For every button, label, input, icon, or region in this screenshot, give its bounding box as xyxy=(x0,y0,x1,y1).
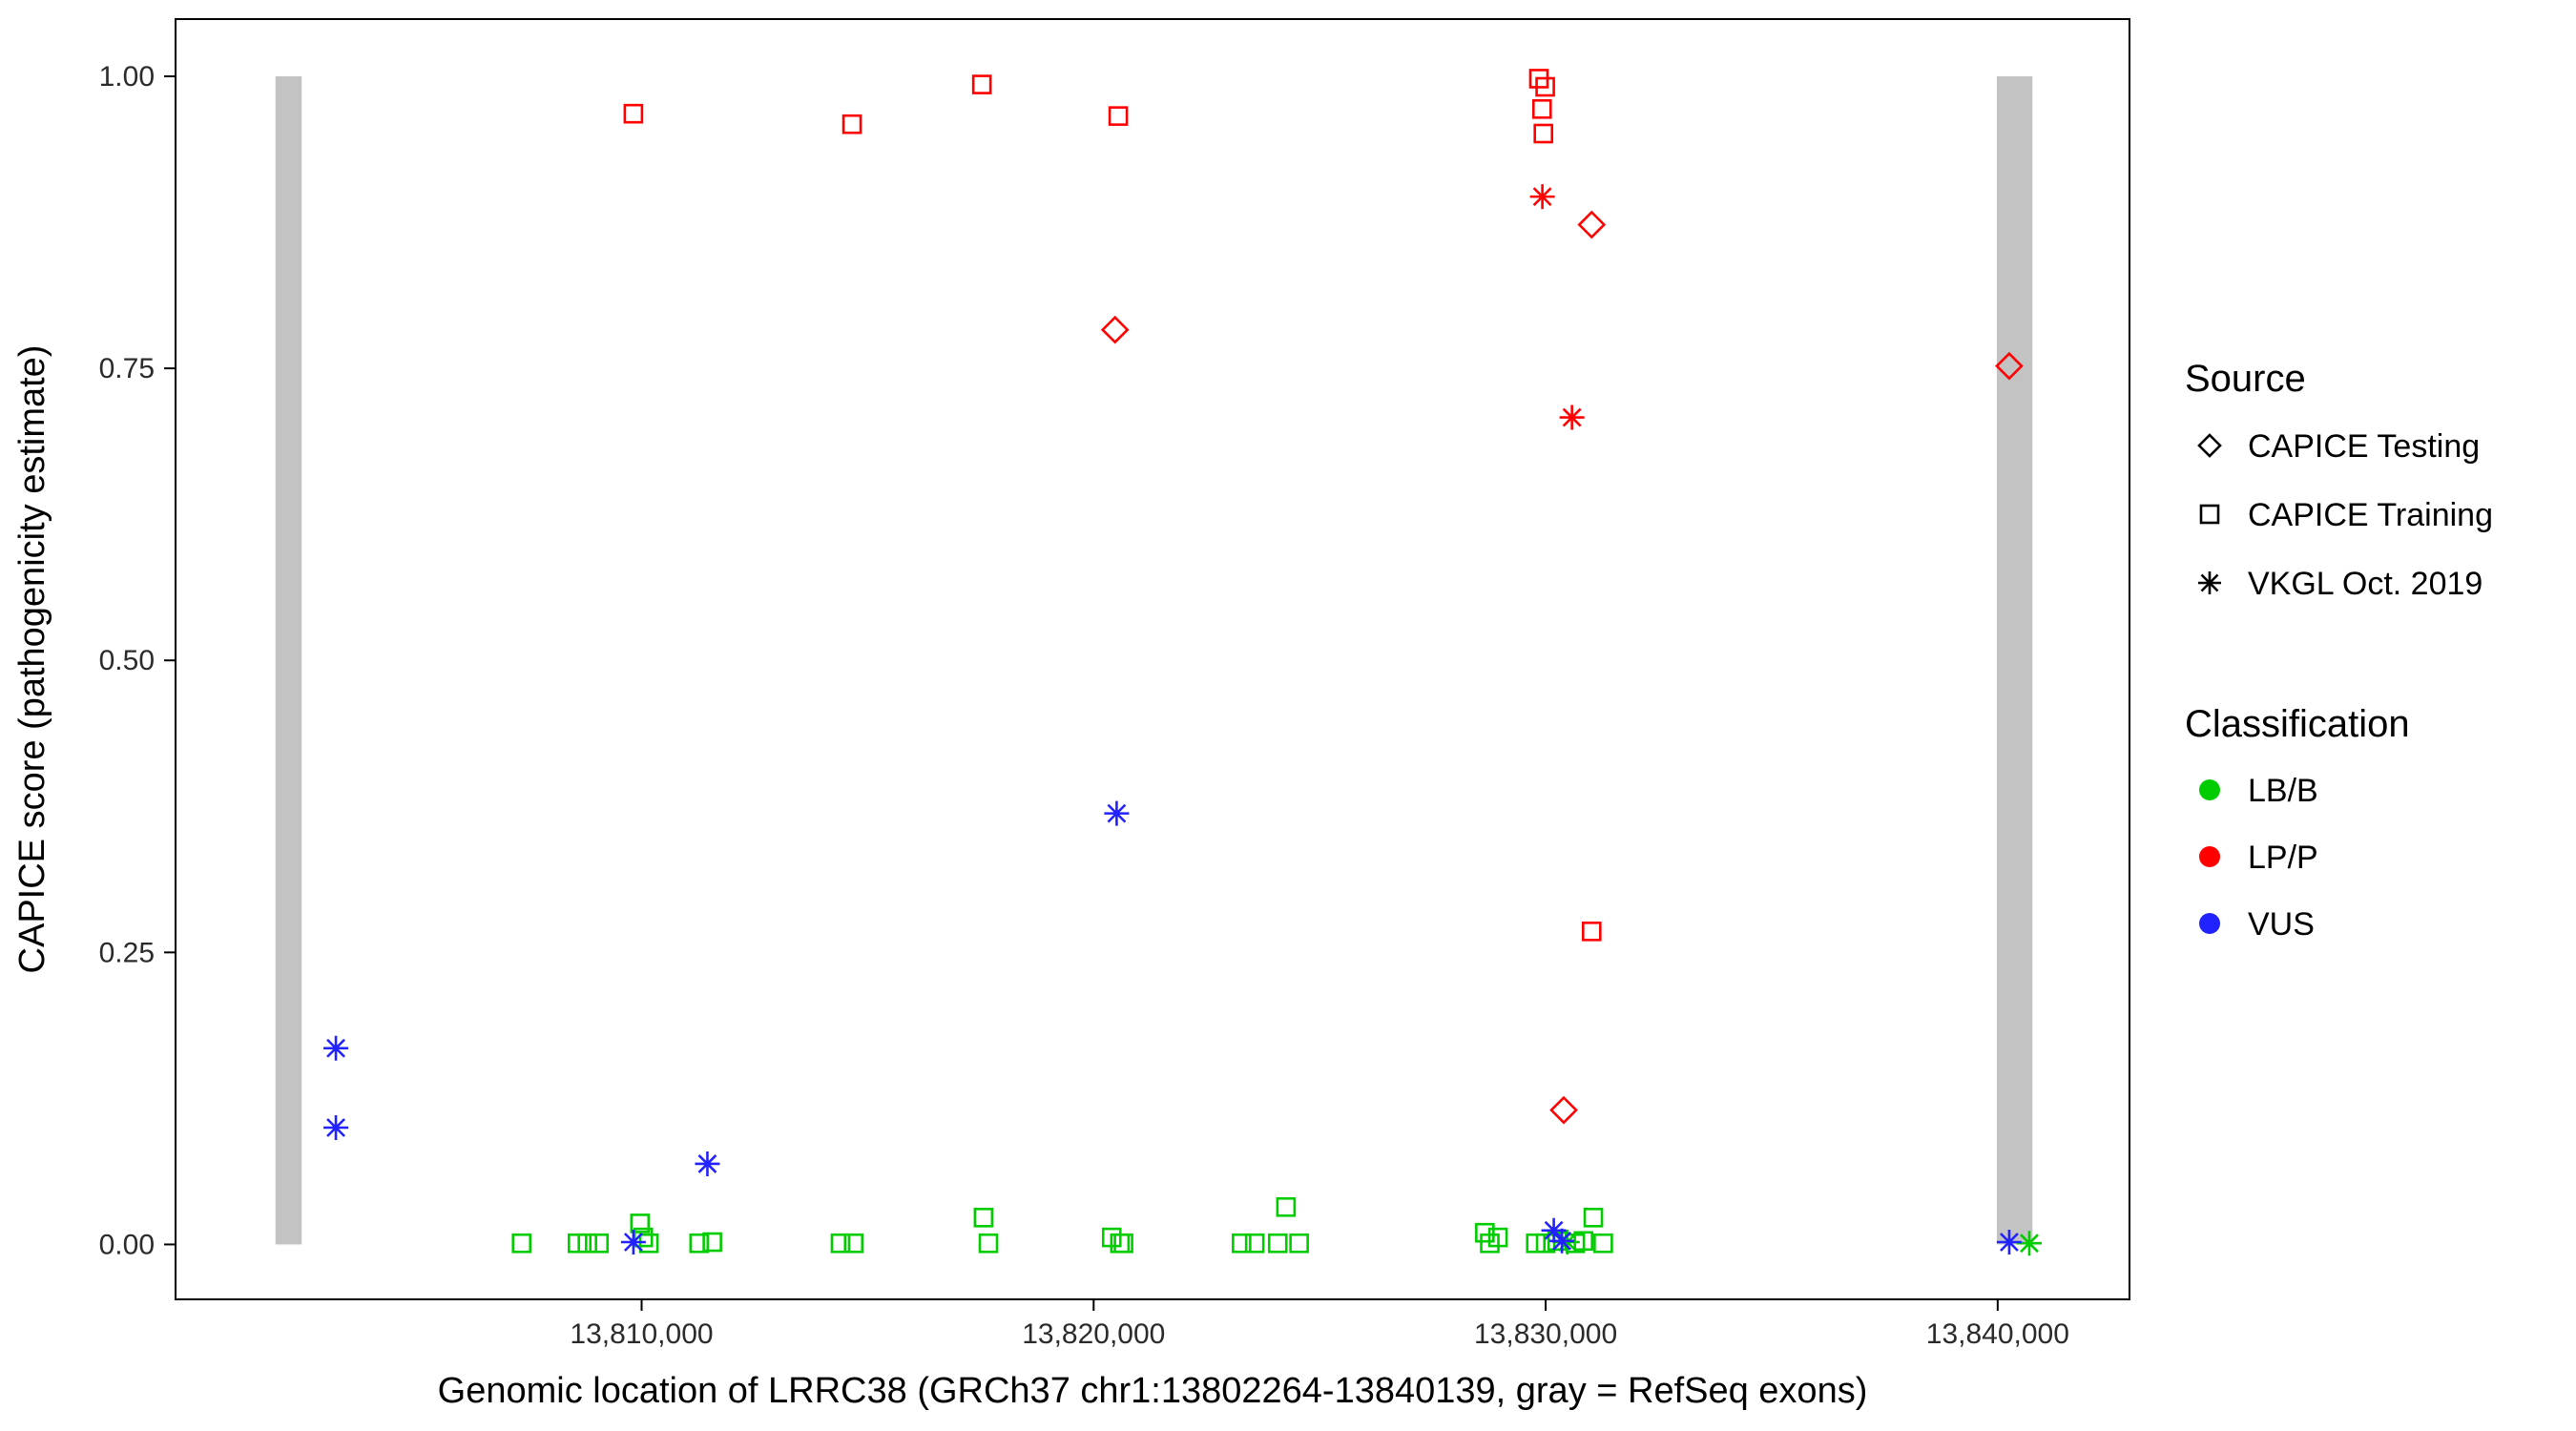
legend-item-label: VUS xyxy=(2248,906,2315,943)
y-axis: 0.00 0.25 0.50 0.75 1.00 xyxy=(99,61,176,1260)
data-point xyxy=(1529,184,1555,210)
legend-item-capice-training: CAPICE Training xyxy=(2199,497,2493,533)
data-point xyxy=(973,1207,994,1228)
y-tick-label: 0.25 xyxy=(99,937,155,968)
asterisk-icon xyxy=(2198,571,2221,594)
data-point xyxy=(830,1233,851,1254)
legend: Source CAPICE Testing CAPICE Training VK… xyxy=(2185,358,2493,943)
lpp-color-dot xyxy=(2199,846,2220,867)
data-point xyxy=(1583,1207,1604,1228)
data-point xyxy=(1535,1233,1556,1254)
data-point-layer xyxy=(323,69,2043,1256)
legend-item-capice-testing: CAPICE Testing xyxy=(2197,428,2480,465)
data-point xyxy=(623,103,644,124)
lbb-color-dot xyxy=(2199,779,2220,800)
y-tick-label: 1.00 xyxy=(99,61,155,93)
legend-classification-title: Classification xyxy=(2185,703,2410,745)
data-point xyxy=(978,1233,999,1254)
refseq-exon-bars xyxy=(275,75,2033,1245)
data-point xyxy=(1593,1233,1613,1254)
x-axis-title: Genomic location of LRRC38 (GRCh37 chr1:… xyxy=(438,1371,1868,1411)
legend-item-label: VKGL Oct. 2019 xyxy=(2248,566,2483,602)
data-point xyxy=(568,1233,588,1254)
data-point xyxy=(1104,800,1130,826)
data-point xyxy=(1526,1233,1547,1254)
data-point xyxy=(1289,1233,1309,1254)
x-axis: 13,810,000 13,820,000 13,830,000 13,840,000 xyxy=(570,1299,2069,1350)
data-point xyxy=(1996,1230,2022,1255)
legend-item-label: CAPICE Testing xyxy=(2248,428,2480,465)
y-axis-title: CAPICE score (pathogenicity estimate) xyxy=(12,345,52,974)
data-point xyxy=(1100,315,1130,344)
refseq-exon-bar xyxy=(275,75,302,1245)
legend-item-label: LB/B xyxy=(2248,773,2318,809)
data-point xyxy=(1549,1228,1575,1254)
x-tick-label: 13,830,000 xyxy=(1474,1318,1617,1350)
legend-item-vkgl: VKGL Oct. 2019 xyxy=(2198,566,2483,602)
data-point xyxy=(1113,1233,1133,1254)
legend-item-label: LP/P xyxy=(2248,840,2318,876)
data-point xyxy=(1581,921,1602,942)
data-point xyxy=(323,1115,349,1141)
legend-item-lbb: LB/B xyxy=(2199,773,2318,809)
y-tick-label: 0.00 xyxy=(99,1229,155,1260)
x-tick-label: 13,810,000 xyxy=(570,1318,713,1350)
data-point xyxy=(1535,76,1555,97)
legend-item-lpp: LP/P xyxy=(2199,840,2318,876)
data-point xyxy=(2017,1231,2043,1256)
data-point xyxy=(511,1233,532,1254)
data-point xyxy=(1276,1196,1297,1217)
data-point xyxy=(1531,98,1552,119)
legend-item-vus: VUS xyxy=(2199,906,2315,943)
data-point xyxy=(843,1233,864,1254)
data-point xyxy=(971,74,992,94)
refseq-exon-bar xyxy=(1996,75,2033,1245)
data-point xyxy=(1541,1217,1567,1243)
data-point xyxy=(702,1232,722,1253)
plot-panel-border xyxy=(175,18,2130,1300)
y-tick-label: 0.50 xyxy=(99,645,155,676)
x-tick-label: 13,820,000 xyxy=(1022,1318,1165,1350)
data-point xyxy=(620,1230,646,1255)
data-point xyxy=(323,1035,349,1061)
legend-source-title: Source xyxy=(2185,358,2306,400)
data-point xyxy=(689,1233,710,1254)
data-point xyxy=(1533,123,1553,144)
data-point xyxy=(1232,1233,1252,1254)
data-point xyxy=(1559,404,1585,430)
data-point xyxy=(695,1151,720,1176)
data-point xyxy=(577,1233,597,1254)
data-point xyxy=(1244,1233,1265,1254)
data-point xyxy=(589,1233,610,1254)
data-point xyxy=(633,1227,654,1248)
square-icon xyxy=(2199,504,2220,525)
data-point xyxy=(630,1213,651,1234)
legend-item-label: CAPICE Training xyxy=(2248,497,2493,533)
x-tick-label: 13,840,000 xyxy=(1926,1318,2069,1350)
data-point xyxy=(1549,1095,1578,1125)
data-point xyxy=(1995,351,2024,381)
diamond-icon xyxy=(2197,433,2222,458)
data-point xyxy=(1108,106,1129,126)
data-point xyxy=(1267,1233,1288,1254)
y-tick-label: 0.75 xyxy=(99,353,155,384)
data-point xyxy=(841,114,862,135)
vus-color-dot xyxy=(2199,913,2220,934)
data-point xyxy=(1487,1227,1508,1248)
data-point xyxy=(1577,210,1607,239)
data-point xyxy=(1475,1222,1495,1243)
